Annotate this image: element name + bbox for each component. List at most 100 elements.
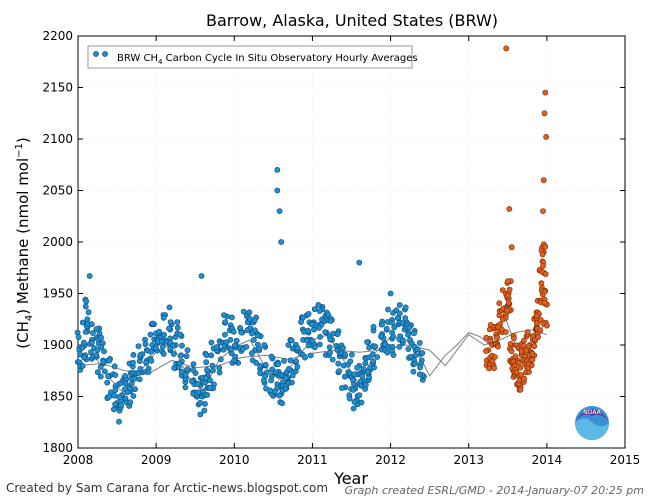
data-point bbox=[294, 345, 301, 351]
data-point bbox=[540, 263, 546, 269]
data-point bbox=[316, 324, 322, 331]
chart-title: Barrow, Alaska, United States (BRW) bbox=[206, 11, 498, 30]
data-point bbox=[111, 363, 118, 370]
spike-point bbox=[274, 187, 281, 194]
data-point bbox=[246, 309, 253, 316]
data-point bbox=[289, 372, 296, 379]
data-point bbox=[262, 361, 269, 368]
data-point bbox=[281, 357, 287, 364]
data-point bbox=[307, 352, 314, 359]
data-point bbox=[130, 393, 137, 399]
data-point bbox=[83, 298, 90, 305]
data-point bbox=[85, 309, 92, 316]
data-point bbox=[340, 345, 346, 351]
data-point bbox=[213, 344, 220, 351]
legend-marker bbox=[102, 51, 108, 57]
data-point bbox=[240, 308, 247, 315]
x-axis: 2008 2009 2010 2011 2012 2013 2014 2015 bbox=[63, 36, 640, 467]
data-point bbox=[414, 346, 421, 353]
data-point bbox=[504, 307, 511, 314]
data-point bbox=[298, 319, 304, 325]
data-point bbox=[372, 343, 378, 350]
y-tick-label: 2150 bbox=[42, 81, 73, 95]
data-point bbox=[288, 379, 295, 386]
x-tick-label: 2014 bbox=[532, 453, 563, 467]
data-point bbox=[88, 349, 94, 355]
y-tick-label: 2200 bbox=[42, 29, 73, 43]
data-point bbox=[209, 362, 216, 369]
data-point bbox=[142, 341, 149, 348]
data-point bbox=[369, 351, 376, 358]
data-point bbox=[104, 379, 111, 386]
data-point bbox=[282, 386, 289, 392]
data-point bbox=[396, 343, 403, 350]
data-point bbox=[231, 342, 238, 349]
data-point bbox=[517, 386, 524, 393]
trend-line bbox=[77, 329, 548, 375]
data-point bbox=[385, 306, 391, 313]
data-point bbox=[221, 343, 228, 350]
y-tick-label: 2050 bbox=[42, 184, 73, 198]
data-point bbox=[529, 351, 536, 357]
data-point bbox=[194, 380, 201, 387]
data-point bbox=[305, 310, 312, 317]
data-point bbox=[243, 343, 250, 350]
legend-box bbox=[87, 45, 413, 69]
data-point bbox=[491, 365, 497, 371]
data-point bbox=[231, 357, 238, 364]
data-point bbox=[327, 336, 334, 343]
data-point bbox=[396, 302, 403, 308]
data-point bbox=[508, 348, 515, 355]
data-point bbox=[170, 342, 177, 349]
noaa-logo: NOAA bbox=[575, 406, 609, 440]
spike-point bbox=[540, 208, 546, 214]
data-point bbox=[512, 353, 519, 360]
data-point bbox=[405, 346, 412, 352]
data-point bbox=[542, 243, 549, 250]
data-point bbox=[534, 320, 540, 327]
noaa-logo-bird bbox=[576, 409, 608, 420]
data-point bbox=[327, 317, 334, 324]
data-point bbox=[130, 351, 137, 358]
data-point bbox=[106, 393, 113, 400]
data-point bbox=[542, 271, 549, 277]
data-point bbox=[188, 378, 195, 385]
data-point bbox=[282, 375, 289, 381]
data-point bbox=[524, 329, 531, 336]
data-point bbox=[504, 278, 511, 285]
data-point bbox=[149, 320, 156, 327]
data-point bbox=[115, 394, 122, 400]
legend-label-suffix: Carbon Cycle In Situ Observatory Hourly … bbox=[162, 53, 417, 64]
data-point bbox=[254, 332, 261, 339]
data-point bbox=[233, 337, 240, 344]
data-point bbox=[184, 347, 191, 354]
data-point bbox=[152, 345, 159, 351]
spike-point bbox=[503, 45, 510, 52]
data-point bbox=[338, 385, 345, 391]
data-point bbox=[137, 365, 144, 372]
data-point bbox=[176, 360, 183, 367]
data-point bbox=[491, 354, 498, 360]
data-point bbox=[147, 331, 154, 338]
data-point bbox=[135, 343, 142, 350]
data-point bbox=[351, 371, 358, 377]
data-point bbox=[525, 343, 532, 350]
data-point bbox=[412, 360, 418, 367]
data-point bbox=[335, 360, 342, 367]
data-point bbox=[495, 343, 501, 350]
data-point bbox=[227, 336, 234, 343]
data-point bbox=[317, 333, 323, 340]
data-point bbox=[174, 324, 181, 331]
data-point bbox=[302, 354, 308, 361]
data-point bbox=[358, 399, 365, 406]
data-point bbox=[132, 386, 138, 393]
data-point bbox=[238, 329, 245, 336]
spike-point bbox=[276, 208, 283, 214]
data-point bbox=[216, 369, 223, 376]
generated-text: Graph created ESRL/GMD - 2014-January-07… bbox=[345, 484, 644, 497]
data-point bbox=[489, 358, 496, 365]
spike-point bbox=[542, 89, 549, 96]
legend-label-prefix: BRW CH bbox=[117, 53, 158, 64]
